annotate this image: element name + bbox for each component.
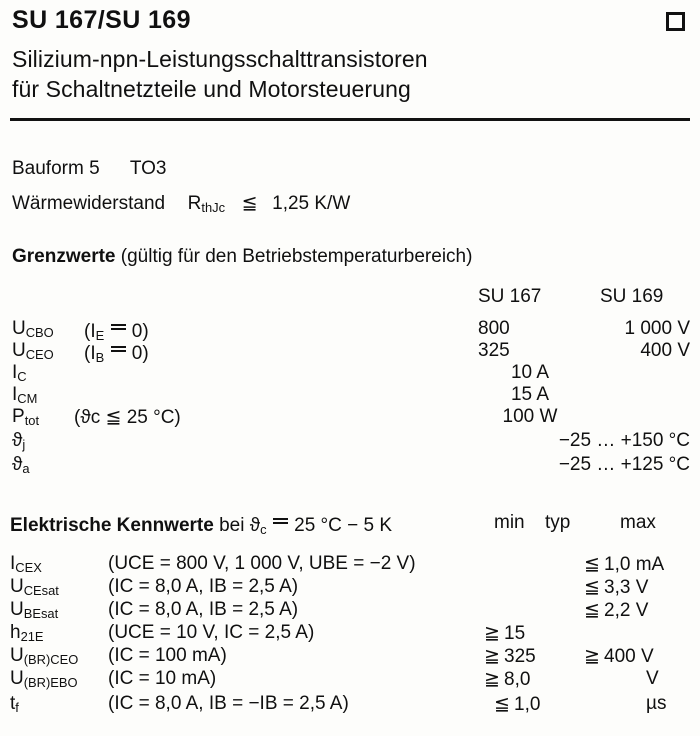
limit-row-symbol: IC <box>12 362 27 385</box>
limit-row-symbol: ICM <box>12 384 38 407</box>
package-form-value: TO3 <box>129 158 167 179</box>
electrical-row-min: ≧ 15 <box>484 623 526 644</box>
electrical-row-symbol: ICEX <box>10 553 42 576</box>
electrical-row-min: ≧ 325 <box>484 646 536 667</box>
electrical-row-symbol: UCEsat <box>10 576 59 599</box>
thermal-resistance-label: Wärmewiderstand <box>12 193 166 214</box>
electrical-row-condition: (IC = 10 mA) <box>108 668 217 689</box>
limit-row-symbol: Ptot <box>12 406 40 429</box>
limits-heading-bold: Grenzwerte <box>12 246 116 267</box>
limits-col-header-su167: SU 167 <box>478 286 542 307</box>
electrical-col-header-max: max <box>620 512 656 533</box>
electrical-row-condition: (IC = 8,0 A, IB = 2,5 A) <box>108 599 299 620</box>
limit-value-common: 10 A <box>510 362 550 383</box>
electrical-row-unit: V <box>646 668 659 689</box>
electrical-row-min: ≧ 8,0 <box>484 669 531 690</box>
electrical-row-symbol: U(BR)CEO <box>10 645 79 668</box>
limit-row-symbol: UCBO <box>12 318 54 341</box>
limit-value-su167: 325 <box>478 340 510 361</box>
electrical-row-max: ≦ 2,2 V <box>584 600 649 621</box>
package-form-row: Bauform 5 TO3 <box>12 158 166 180</box>
limit-value-su169: 1 000 V <box>624 318 691 339</box>
limit-row-symbol: UCEO <box>12 340 54 363</box>
electrical-row-symbol: UBEsat <box>10 599 59 622</box>
limit-value-su169: 400 V <box>640 340 690 361</box>
limits-col-header-su169: SU 169 <box>600 286 664 307</box>
electrical-heading: Elektrische Kennwerte bei ϑc 25 °C − 5 K <box>10 512 392 537</box>
page-title: SU 167/SU 169 <box>12 6 191 34</box>
limit-row-condition: (ϑc ≦ 25 °C) <box>74 407 181 428</box>
limit-row-condition: (IB 0) <box>84 340 149 365</box>
electrical-row-condition: (UCE = 10 V, IC = 2,5 A) <box>108 622 315 643</box>
electrical-col-header-typ: typ <box>545 512 571 533</box>
electrical-row-condition: (IC = 100 mA) <box>108 645 227 666</box>
limits-heading-rest: (gültig für den Betriebstemperaturbereic… <box>115 246 473 267</box>
header-divider <box>10 118 690 121</box>
thermal-resistance-symbol: RthJc <box>187 193 226 216</box>
limit-value-common: 15 A <box>510 384 550 405</box>
thermal-resistance-value: 1,25 K/W <box>272 193 351 214</box>
limit-row-condition: (IE 0) <box>84 318 149 343</box>
limit-value-su167: 800 <box>478 318 510 339</box>
square-marker-icon <box>666 12 685 31</box>
thermal-resistance-relation: ≦ <box>241 193 258 214</box>
limit-row-symbol: ϑj <box>12 430 26 453</box>
electrical-row-condition: (UCE = 800 V, 1 000 V, UBE = −2 V) <box>108 553 416 574</box>
limit-value-range: −25 … +125 °C <box>558 454 690 475</box>
electrical-row-max: ≦ 3,3 V <box>584 577 649 598</box>
electrical-row-max: ≦ 1,0 mA <box>584 554 665 575</box>
page-subtitle: Silizium-npn-Leistungsschalttransistoren… <box>12 46 428 102</box>
limit-value-common: 100 W <box>502 406 558 427</box>
electrical-row-symbol: h21E <box>10 622 44 645</box>
electrical-row-max: ≧ 400 V <box>584 646 654 667</box>
electrical-row-unit: µs <box>646 693 667 714</box>
limit-value-range: −25 … +150 °C <box>558 430 690 451</box>
thermal-resistance-row: Wärmewiderstand RthJc ≦ 1,25 K/W <box>12 192 350 215</box>
electrical-row-condition: (IC = 8,0 A, IB = 2,5 A) <box>108 576 299 597</box>
electrical-row-symbol: U(BR)EBO <box>10 668 78 691</box>
electrical-row-condition: (IC = 8,0 A, IB = −IB = 2,5 A) <box>108 693 349 714</box>
electrical-heading-bold: Elektrische Kennwerte <box>10 515 214 536</box>
electrical-row-symbol: tf <box>10 693 19 716</box>
limit-row-symbol: ϑa <box>12 454 30 477</box>
electrical-col-header-min: min <box>494 512 525 533</box>
limits-heading: Grenzwerte (gültig für den Betriebstempe… <box>12 246 472 268</box>
package-form-label: Bauform 5 <box>12 158 100 179</box>
electrical-row-min: ≦ 1,0 <box>494 694 541 715</box>
